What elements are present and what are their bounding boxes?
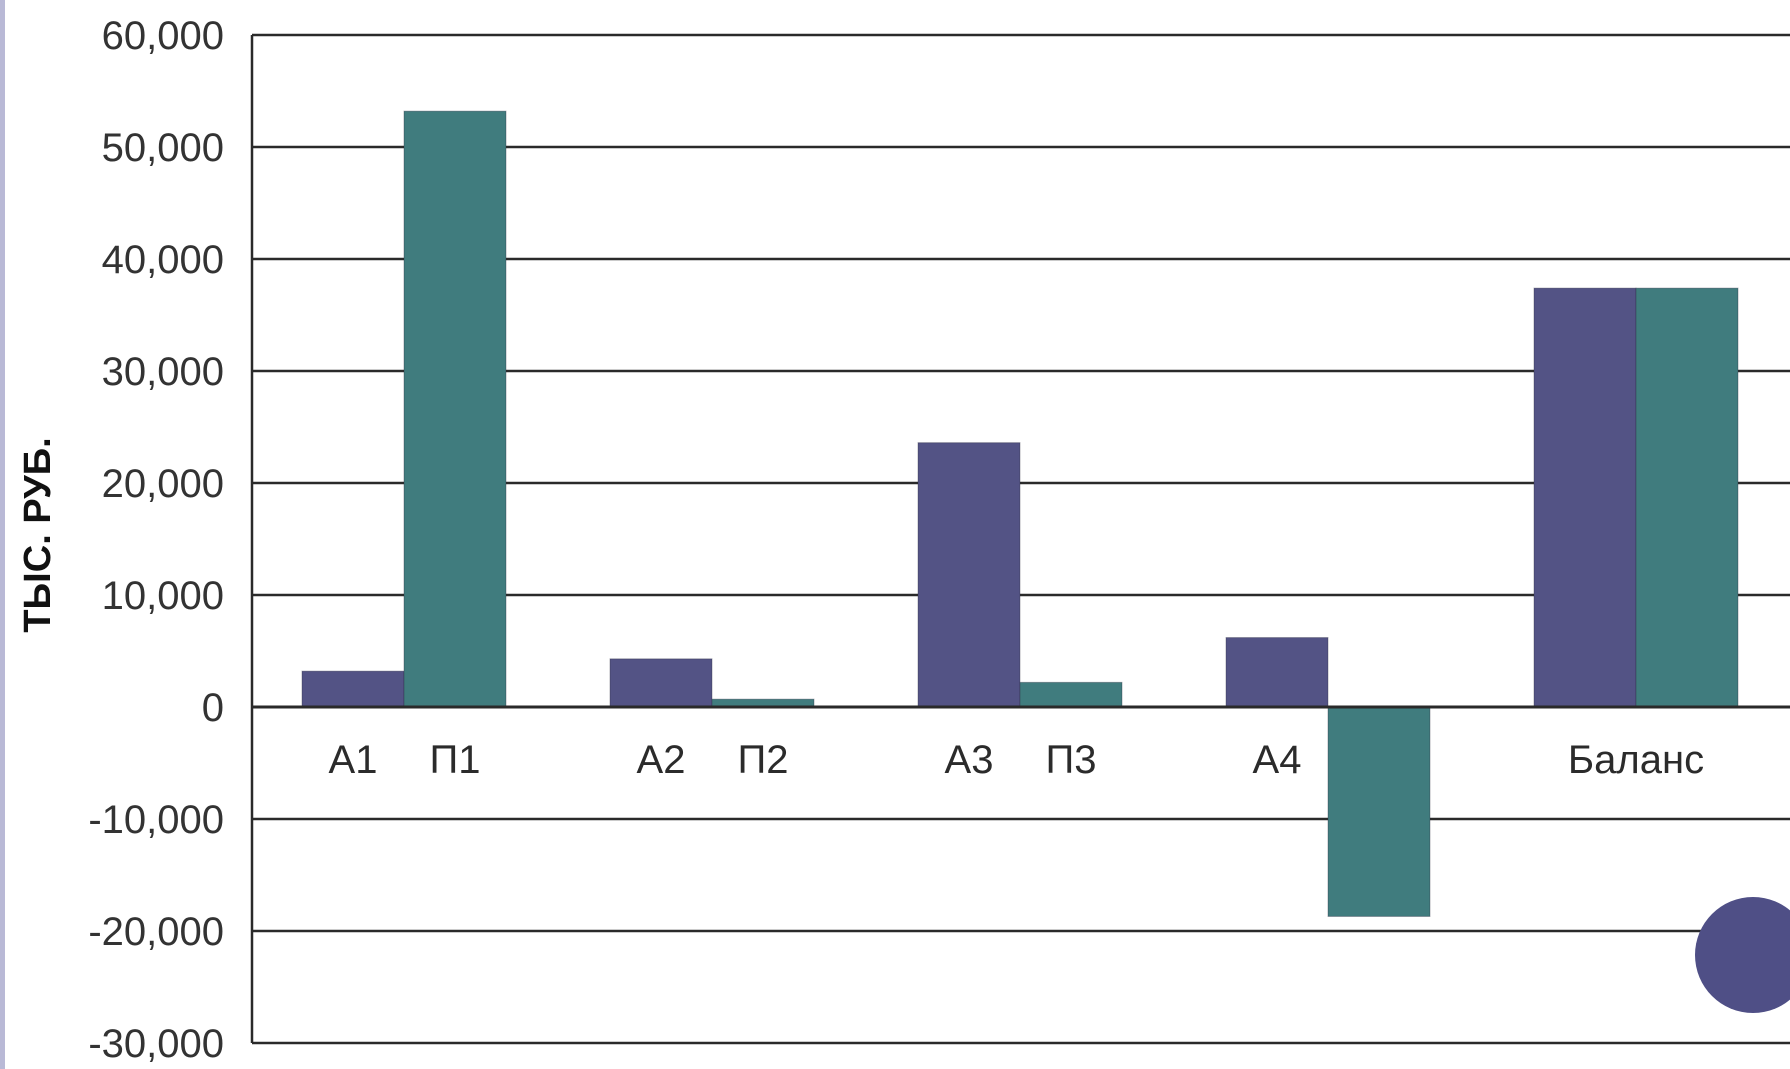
y-tick-label: 20,000 bbox=[102, 462, 224, 506]
bar-label: П2 bbox=[738, 738, 789, 782]
y-tick-label: -10,000 bbox=[88, 798, 224, 842]
y-tick-label: 10,000 bbox=[102, 574, 224, 618]
bar-label: П3 bbox=[1046, 738, 1097, 782]
bars bbox=[301, 110, 1739, 917]
x-category-labels: А1 П1 А2 П2 А3 П3 А4 Баланс bbox=[329, 738, 1705, 782]
bar-label: А3 bbox=[945, 738, 994, 782]
y-tick-label: -20,000 bbox=[88, 910, 224, 954]
decorative-circle bbox=[1695, 897, 1790, 1013]
group-label: Баланс bbox=[1568, 738, 1704, 782]
left-edge-stripe bbox=[0, 0, 5, 1069]
y-tick-label: -30,000 bbox=[88, 1022, 224, 1066]
y-tick-label: 40,000 bbox=[102, 238, 224, 282]
bar-assets bbox=[1225, 637, 1329, 708]
y-tick-label: 0 bbox=[202, 686, 224, 730]
bar-liabilities bbox=[403, 110, 507, 708]
axes bbox=[250, 35, 1790, 1043]
bar-assets bbox=[609, 658, 713, 708]
bar-assets bbox=[917, 442, 1021, 708]
gridlines bbox=[252, 33, 1790, 1045]
bar-liabilities bbox=[1019, 681, 1123, 708]
bar-label: А1 bbox=[329, 738, 378, 782]
bar-assets bbox=[1533, 287, 1637, 708]
y-tick-label: 50,000 bbox=[102, 126, 224, 170]
bar-liabilities bbox=[1635, 287, 1739, 708]
y-tick-label: 60,000 bbox=[102, 14, 224, 58]
bar-label: П1 bbox=[430, 738, 481, 782]
bar-label: А2 bbox=[637, 738, 686, 782]
y-axis-title: ТЫС. РУБ. bbox=[17, 437, 59, 632]
bar-label: А4 bbox=[1253, 738, 1302, 782]
y-tick-labels: 60,000 50,000 40,000 30,000 20,000 10,000 0 -10… bbox=[88, 14, 224, 1066]
bar-liabilities bbox=[1327, 706, 1431, 917]
y-tick-label: 30,000 bbox=[102, 350, 224, 394]
bar-assets bbox=[301, 670, 405, 708]
